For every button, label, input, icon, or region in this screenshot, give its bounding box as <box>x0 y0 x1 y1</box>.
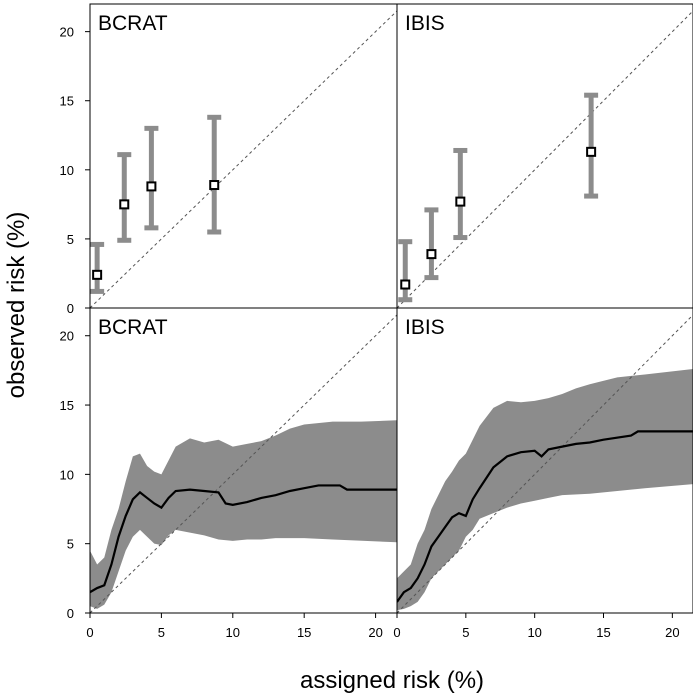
error-bar <box>117 152 132 243</box>
error-bar <box>453 147 468 241</box>
y-tick-label: 15 <box>60 94 74 109</box>
plot-area <box>397 314 693 613</box>
plot-area <box>397 10 693 308</box>
y-tick-label: 5 <box>67 537 74 552</box>
y-tick-label: 5 <box>67 232 74 247</box>
reference-diagonal <box>397 314 693 613</box>
reference-diagonal <box>90 314 397 613</box>
panel-title: IBIS <box>405 316 445 339</box>
y-tick-label: 10 <box>60 467 74 482</box>
x-tick-label: 5 <box>462 625 469 640</box>
panel-frame <box>396 307 693 614</box>
x-tick-label: 10 <box>527 625 541 640</box>
data-point <box>455 196 466 207</box>
data-point <box>119 199 130 210</box>
panel-frame <box>396 3 693 309</box>
x-axis-label: assigned risk (%) <box>300 667 484 694</box>
x-tick-label: 20 <box>368 625 382 640</box>
data-point <box>400 279 411 290</box>
plot-area <box>90 314 397 613</box>
reference-diagonal <box>397 10 693 308</box>
data-point <box>426 249 437 260</box>
x-tick-label: 15 <box>596 625 610 640</box>
plot-area <box>90 10 397 308</box>
confidence-band <box>397 369 693 611</box>
y-tick-label: 20 <box>60 25 74 40</box>
reference-diagonal <box>90 10 397 308</box>
panel-frame <box>89 3 398 309</box>
y-tick-label: 0 <box>67 606 74 621</box>
x-tick-label: 0 <box>393 625 400 640</box>
panel-title: IBIS <box>405 12 445 35</box>
panel-title: BCRAT <box>98 12 168 35</box>
x-tick-label: 15 <box>297 625 311 640</box>
estimate-line <box>397 430 693 603</box>
error-bar <box>398 239 413 303</box>
y-tick-label: 15 <box>60 398 74 413</box>
x-tick-label: 10 <box>226 625 240 640</box>
data-point <box>92 269 103 280</box>
error-bar <box>584 92 599 199</box>
error-bar <box>424 207 439 281</box>
error-bar <box>207 114 222 235</box>
confidence-band <box>90 420 397 609</box>
y-tick-label: 20 <box>60 329 74 344</box>
x-tick-label: 5 <box>158 625 165 640</box>
y-tick-label: 0 <box>67 301 74 316</box>
y-tick-label: 10 <box>60 163 74 178</box>
panel-2: IBIS <box>396 3 693 309</box>
y-axis-label: observed risk (%) <box>3 212 30 399</box>
panel-4: IBIS 0 5 10 15 20 <box>393 307 693 640</box>
panel-3: BCRAT 0 5 10 15 20 0 5 10 15 20 <box>60 307 398 640</box>
panel-1: BCRAT 0 5 10 15 20 <box>60 3 398 316</box>
error-bar <box>90 241 105 294</box>
estimate-line <box>90 484 397 594</box>
data-point <box>209 180 220 191</box>
data-point <box>586 146 597 157</box>
x-tick-label: 20 <box>665 625 679 640</box>
x-tick-label: 0 <box>86 625 93 640</box>
data-point <box>146 181 157 192</box>
error-bar <box>144 125 159 231</box>
panel-title: BCRAT <box>98 316 168 339</box>
